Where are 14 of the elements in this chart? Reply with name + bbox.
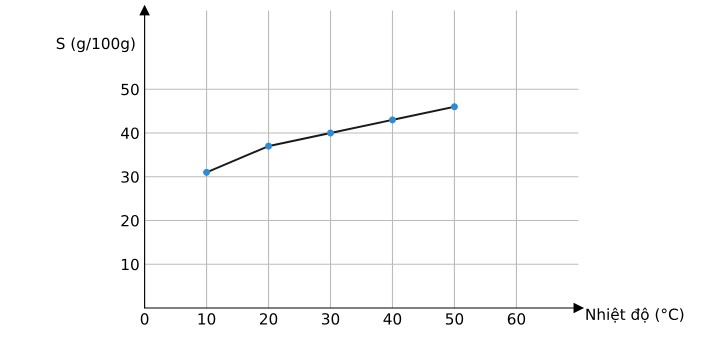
x-tick-label: 20 — [260, 313, 278, 325]
y-tick-label: 40 — [121, 127, 139, 140]
y-tick-label: 30 — [121, 171, 139, 183]
x-tick-label: 30 — [322, 313, 340, 325]
y-tick-label: 50 — [121, 84, 139, 96]
x-tick-label: 40 — [384, 313, 402, 325]
y-tick-label: 10 — [122, 258, 139, 270]
x-tick-label: 0 — [140, 313, 148, 325]
y-axis-title: S (g/100g) — [56, 37, 135, 52]
y-tick-label: 20 — [121, 214, 139, 227]
x-tick-label: 10 — [198, 313, 216, 325]
x-tick-label: 50 — [446, 313, 464, 325]
x-axis-title: Nhiệt độ (°C) — [586, 308, 684, 323]
x-tick-label: 60 — [508, 313, 526, 325]
